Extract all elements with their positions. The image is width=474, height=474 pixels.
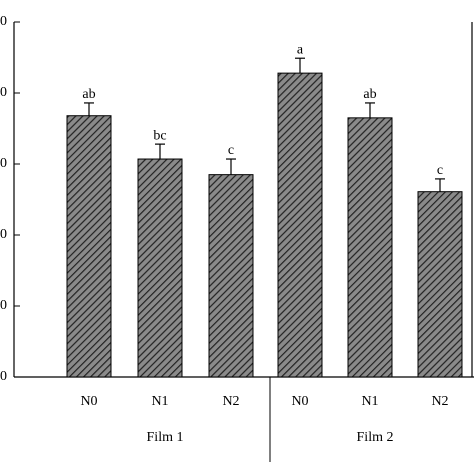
y-tick-label: 0 xyxy=(0,227,7,242)
group-label: Film 2 xyxy=(357,430,394,445)
bar xyxy=(347,117,393,378)
y-tick-label: 0 xyxy=(0,369,7,384)
group-label: Film 1 xyxy=(147,430,184,445)
x-tick-label: N1 xyxy=(361,394,378,409)
y-tick-label: 0 xyxy=(0,298,7,313)
bar xyxy=(417,191,463,378)
bar xyxy=(137,158,183,378)
y-tick-label: 0 xyxy=(0,14,7,29)
bar xyxy=(208,174,254,378)
x-tick-label: N0 xyxy=(291,394,308,409)
x-tick-label: N1 xyxy=(151,394,168,409)
annotation: ab xyxy=(82,87,95,102)
annotation: c xyxy=(228,143,234,158)
x-tick-label: N2 xyxy=(222,394,239,409)
y-tick-label: 0 xyxy=(0,85,7,100)
annotation: bc xyxy=(153,128,166,143)
annotation: ab xyxy=(363,87,376,102)
bar xyxy=(277,72,323,378)
bar xyxy=(66,115,112,378)
annotation: c xyxy=(437,163,443,178)
x-tick-label: N0 xyxy=(80,394,97,409)
y-tick-label: 0 xyxy=(0,156,7,171)
annotation: a xyxy=(297,42,304,57)
x-tick-label: N2 xyxy=(431,394,448,409)
